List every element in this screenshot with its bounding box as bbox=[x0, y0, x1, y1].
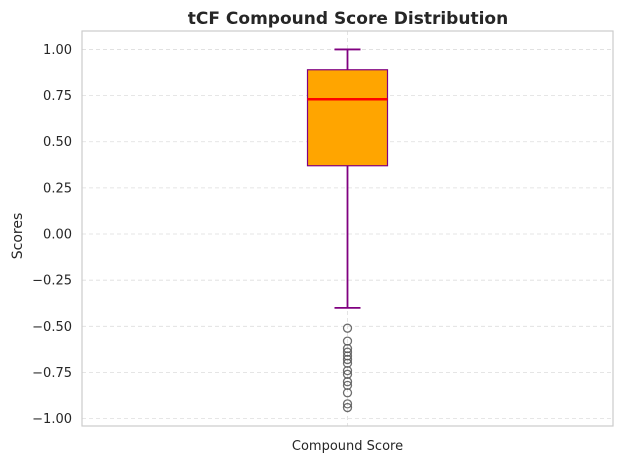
outlier-point bbox=[342, 365, 353, 376]
y-tick-label: −0.50 bbox=[32, 320, 72, 335]
y-tick-label: 1.00 bbox=[43, 43, 72, 58]
y-tick-label: 0.75 bbox=[43, 89, 72, 104]
outlier-point bbox=[342, 402, 353, 413]
y-tick-label: 0.25 bbox=[43, 181, 72, 196]
iqr-box bbox=[306, 69, 389, 167]
outlier-point bbox=[342, 388, 353, 398]
y-tick-label: 0.00 bbox=[43, 228, 72, 243]
outlier-point bbox=[342, 399, 353, 409]
outlier-point bbox=[342, 354, 353, 365]
y-tick-label: −0.25 bbox=[32, 274, 72, 289]
y-tick-label: 0.50 bbox=[43, 135, 72, 150]
outlier-point bbox=[342, 323, 353, 333]
plot-frame bbox=[81, 30, 614, 427]
outlier-point bbox=[342, 377, 353, 387]
y-axis-ticks: 1.00 0.75 0.50 0.25 0.00 −0.25 −0.50 −0.75 −1.00 bbox=[32, 43, 72, 427]
y-tick-label: −1.00 bbox=[32, 412, 72, 427]
y-axis-label: Scores bbox=[10, 213, 26, 260]
box-plot bbox=[306, 48, 389, 309]
chart-title: tCF Compound Score Distribution bbox=[188, 9, 508, 29]
x-axis-ticks: Compound Score bbox=[292, 439, 403, 454]
y-tick-label: −0.75 bbox=[32, 366, 72, 381]
outliers bbox=[342, 323, 353, 413]
x-tick-label: Compound Score bbox=[292, 439, 403, 454]
